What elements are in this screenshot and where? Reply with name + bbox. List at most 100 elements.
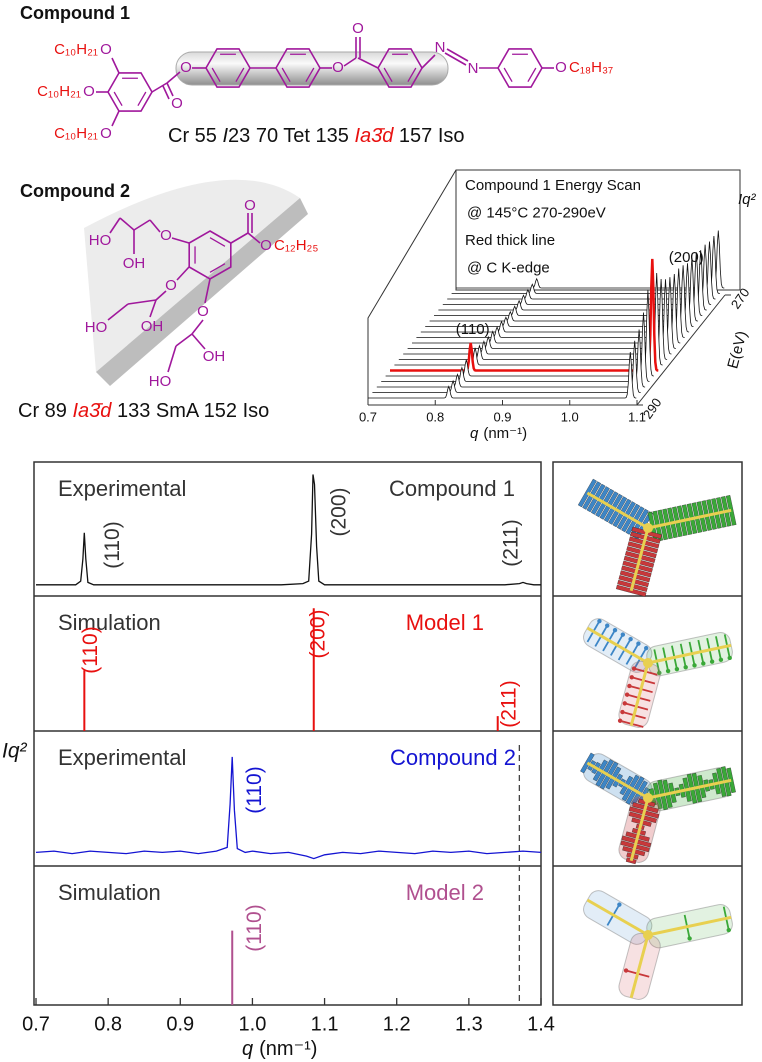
- arrow-head: [718, 657, 724, 662]
- panel-title: Simulation: [58, 610, 161, 635]
- x-axis-label: q (nm⁻¹): [470, 425, 527, 442]
- arrow-head: [636, 641, 641, 646]
- alkyl-chain: C₁₀H₂₁: [54, 125, 98, 142]
- plot-frame: [367, 169, 741, 405]
- structure-arm: [618, 795, 661, 865]
- bond: [162, 85, 170, 100]
- trace-fill: [412, 274, 681, 343]
- arrow-head: [620, 632, 626, 637]
- trace: [398, 278, 668, 360]
- spectrum-line: [35, 756, 542, 860]
- atom: OH: [141, 318, 164, 335]
- peak-label: (110): [79, 626, 102, 673]
- atom: N: [435, 39, 446, 56]
- arrow-head: [623, 968, 629, 973]
- phase-segment: 23 70 Tet 135: [228, 125, 354, 147]
- arrow-head: [644, 645, 649, 651]
- bond: [149, 219, 161, 233]
- trace: [407, 277, 676, 349]
- x-tick-label: 0.8: [426, 409, 444, 424]
- bond: [133, 219, 151, 231]
- bond: [191, 319, 204, 335]
- panel-title: Simulation: [58, 880, 161, 905]
- atom: O: [260, 237, 272, 254]
- trace: [368, 351, 637, 399]
- annotation: @ 145°C 270-290eV: [467, 204, 606, 221]
- structure-arm: [577, 478, 654, 540]
- structure-arm: [646, 766, 736, 812]
- structure-arm: [618, 932, 661, 1000]
- phase-segment: I: [222, 125, 228, 147]
- alkyl-chain: C₁₀H₂₁: [54, 41, 98, 58]
- peak-label: (200): [669, 249, 704, 266]
- bond: [204, 278, 211, 304]
- peak-label: (200): [327, 487, 350, 536]
- column-axis: [629, 662, 650, 727]
- ring-double-bond: [211, 53, 245, 83]
- column-axis: [647, 508, 732, 530]
- phase-sequence: Cr 89 Ia3̄d 133 SmA 152 Iso: [18, 400, 269, 422]
- trace: [372, 340, 641, 393]
- structure-arm: [646, 904, 733, 949]
- arrow-head: [687, 936, 692, 941]
- trace-fill: [368, 352, 637, 398]
- ring-double-bond: [113, 77, 147, 107]
- structure-arm: [583, 618, 653, 673]
- bond: [166, 71, 181, 84]
- atom: O: [171, 95, 183, 112]
- bond: [357, 57, 379, 69]
- x-axis-label-symbol: q: [242, 1038, 253, 1060]
- junction: [643, 523, 653, 533]
- x-axis-label-unit: (nm⁻¹): [259, 1038, 317, 1060]
- phase-segment: Cr 55: [168, 125, 222, 147]
- alkyl-chain: C₁₂H₂₅: [274, 237, 318, 254]
- column-axis: [629, 934, 650, 999]
- arrow-head: [628, 636, 633, 642]
- bond: [176, 266, 190, 281]
- trace: [376, 329, 646, 388]
- structure-arm: [617, 660, 661, 728]
- phase-segment: Ia3̄d: [354, 125, 394, 147]
- peak-label: (110): [101, 521, 124, 568]
- x-tick-label: 0.7: [359, 409, 377, 424]
- trace: [394, 272, 663, 366]
- arrow-head: [617, 902, 622, 907]
- panel-legend: Model 2: [406, 880, 484, 905]
- bond: [119, 217, 135, 231]
- x-tick-label: 1.0: [239, 1013, 267, 1035]
- arrow-head: [674, 666, 680, 672]
- x-tick-label: 1.3: [455, 1013, 483, 1035]
- arrow-head: [683, 665, 688, 670]
- bond: [230, 232, 249, 244]
- column-axis: [647, 915, 732, 937]
- arrow-head: [701, 661, 706, 666]
- trace: [412, 273, 681, 344]
- atom: O: [165, 277, 177, 294]
- bond: [107, 303, 129, 321]
- bond: [167, 345, 177, 373]
- peak-label: (110): [456, 321, 490, 338]
- x-tick-label: 1.1: [311, 1013, 339, 1035]
- x-axis-label-symbol: q: [470, 425, 479, 442]
- atom: OH: [123, 255, 146, 272]
- alkyl-chain: C₁₀H₂₁: [37, 83, 81, 100]
- structure-arm: [646, 632, 733, 677]
- annotation: @ C K-edge: [467, 259, 550, 276]
- peak-label: (200): [306, 609, 329, 658]
- panel-legend: Model 1: [406, 610, 484, 635]
- column-axis: [629, 527, 650, 592]
- bond: [151, 82, 168, 93]
- x-axis-label: q (nm⁻¹): [242, 1038, 317, 1060]
- phase-segment: 133 SmA 152 Iso: [111, 400, 269, 422]
- trace: [385, 289, 654, 377]
- atom: OH: [203, 348, 226, 365]
- atom: O: [100, 125, 112, 142]
- atom: HO: [149, 373, 172, 390]
- spectrum-line: [36, 474, 541, 586]
- peak-label: (211): [500, 519, 523, 566]
- arrow-head: [605, 623, 610, 628]
- bond: [111, 57, 120, 74]
- panel-title: Experimental: [58, 476, 186, 501]
- panel-frame: [33, 461, 542, 1006]
